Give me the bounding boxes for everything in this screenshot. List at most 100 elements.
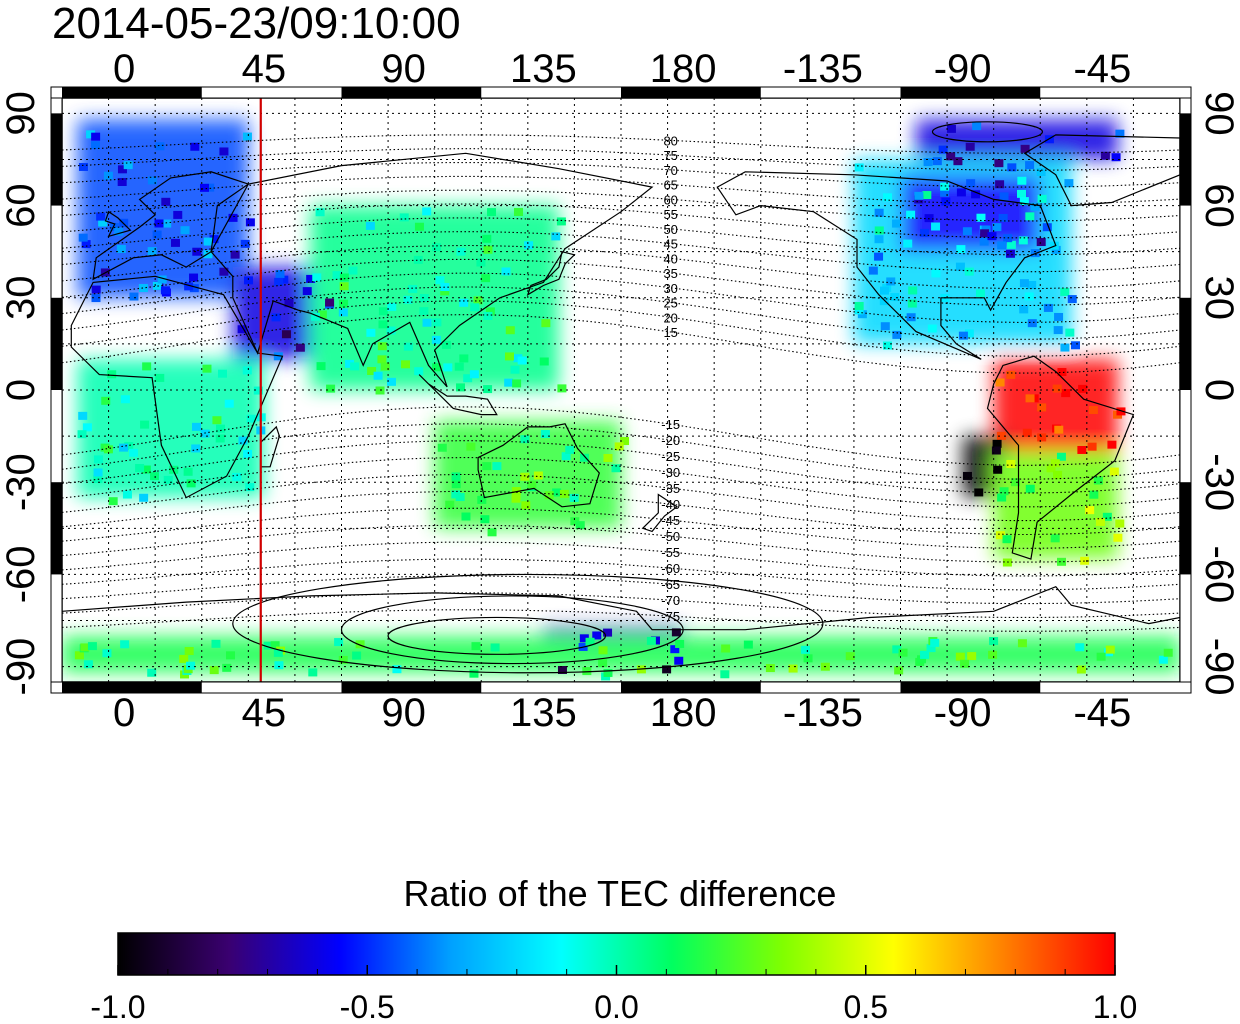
data-cell [414, 222, 424, 231]
data-cell [1078, 384, 1088, 393]
data-cell [120, 640, 130, 649]
y-tick-label-right: 60 [1197, 183, 1240, 228]
data-cell [431, 335, 441, 344]
data-cell [874, 252, 884, 261]
x-tick-label-top: 135 [510, 47, 577, 91]
data-cell [119, 443, 129, 452]
data-cell [1096, 652, 1106, 661]
data-cell [1017, 176, 1027, 185]
data-cell [117, 165, 127, 174]
x-tick-label-top: 90 [381, 47, 426, 91]
coastline-antarctica [62, 585, 1180, 631]
data-cell [124, 441, 134, 450]
data-cell [955, 262, 965, 271]
data-cell [311, 312, 321, 321]
colorbar-tick-label: 0.5 [844, 989, 888, 1024]
data-cell [273, 352, 283, 361]
data-cell [879, 297, 889, 306]
data-cell [339, 282, 349, 291]
data-cell [898, 648, 908, 657]
data-cell [1025, 161, 1035, 170]
data-cell [339, 273, 349, 282]
data-cell [971, 190, 981, 199]
data-cell [906, 210, 916, 219]
data-cell [202, 364, 212, 373]
axis-labels-layer: 0045459090135135180180-135-135-90-90-45-… [0, 47, 1240, 735]
data-cell [557, 384, 567, 393]
data-cell [274, 277, 284, 286]
data-cell [1019, 279, 1029, 288]
x-tick-label-top: -135 [783, 47, 863, 91]
data-cell [533, 471, 543, 480]
y-tick-label-right: -30 [1197, 453, 1240, 511]
data-cell [91, 294, 101, 303]
data-cell [1056, 452, 1066, 461]
data-cell [469, 370, 479, 379]
data-cell [557, 665, 567, 674]
coastline-europe [92, 171, 250, 281]
data-cell [965, 142, 975, 151]
data-cell [338, 655, 348, 664]
contour-south [62, 457, 1180, 508]
data-cell [120, 395, 130, 404]
y-tick-label-left: 90 [0, 91, 43, 135]
data-cell [788, 664, 798, 673]
data-cell [302, 287, 312, 296]
data-cell [988, 650, 998, 659]
data-cell [892, 645, 902, 654]
contour-north [62, 175, 1180, 205]
data-cell [190, 142, 200, 151]
data-cell [931, 222, 941, 231]
data-cell [199, 183, 209, 192]
x-tick-label-top: 0 [113, 47, 135, 91]
top-axis-segment [621, 87, 761, 98]
data-cell [552, 488, 562, 497]
contour-label: -55 [661, 545, 680, 560]
data-cell [1067, 295, 1077, 304]
data-cell [93, 468, 103, 477]
data-cell [514, 207, 524, 216]
data-cell [803, 654, 813, 663]
coastline-africa [70, 275, 284, 499]
x-tick-label-top: -90 [934, 47, 992, 91]
data-cell [675, 639, 685, 648]
data-cell [941, 197, 951, 206]
data-cell [765, 664, 775, 673]
data-cell [1080, 556, 1090, 565]
data-cell [511, 487, 521, 496]
data-cell [138, 284, 148, 293]
data-cell [281, 330, 291, 339]
colorbar-tick-label: 0.0 [594, 989, 638, 1024]
data-cell [103, 171, 113, 180]
contour-label: -45 [661, 513, 680, 528]
data-cell [1027, 319, 1037, 328]
data-cell [874, 235, 884, 244]
top-axis-segment [900, 87, 1041, 98]
contour-label: 45 [663, 237, 677, 252]
data-cell [78, 411, 88, 420]
data-cell [219, 147, 229, 156]
coastline-south-america [986, 355, 1135, 560]
contour-label: 35 [663, 266, 677, 281]
data-cell [674, 656, 684, 665]
contour-north [62, 286, 1180, 340]
data-cell [924, 214, 934, 223]
data-cell [152, 230, 162, 239]
contour-south [62, 575, 1180, 605]
data-cell [927, 324, 937, 333]
data-cell [997, 493, 1007, 502]
data-cell [279, 275, 289, 284]
contour-label: 70 [663, 163, 677, 178]
data-cell [325, 298, 335, 307]
data-cell [582, 667, 592, 676]
data-cell [1037, 433, 1047, 442]
data-cell [946, 152, 956, 161]
coastline-greenland [1023, 134, 1180, 207]
data-cell [854, 301, 864, 310]
data-cell [96, 212, 106, 221]
y-tick-label-right: 30 [1197, 276, 1240, 321]
data-cell [316, 362, 326, 371]
data-cell [377, 342, 387, 351]
polar-contour [387, 616, 607, 655]
